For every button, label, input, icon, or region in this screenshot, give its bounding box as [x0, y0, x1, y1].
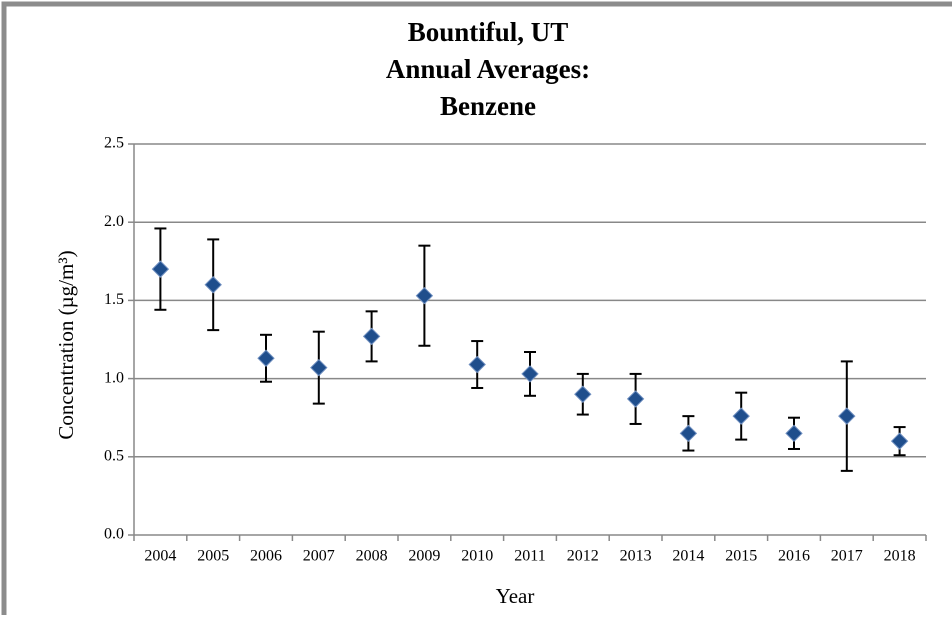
x-tick-label: 2014: [672, 548, 704, 565]
x-tick-label: 2007: [303, 548, 335, 565]
marker: [468, 355, 486, 374]
marker: [204, 276, 222, 294]
y-tick-label: 0.0: [104, 526, 124, 543]
x-axis-label: Year: [496, 584, 535, 608]
x-tick-label: 2011: [514, 548, 545, 565]
chart-title: Bountiful, UT: [408, 17, 569, 47]
x-tick-label: 2015: [725, 548, 757, 565]
marker: [151, 260, 170, 278]
x-tick-label: 2008: [356, 548, 388, 565]
x-tick-label: 2013: [620, 548, 652, 565]
y-tick-label: 2.5: [104, 135, 124, 152]
y-tick-label: 1.0: [104, 369, 124, 386]
marker: [574, 385, 592, 403]
y-tick-label: 2.0: [104, 213, 124, 230]
marker: [415, 287, 434, 305]
marker: [679, 424, 698, 443]
x-tick-label: 2010: [461, 548, 493, 565]
x-tick-label: 2012: [567, 548, 599, 565]
marker: [310, 358, 328, 377]
marker: [890, 432, 909, 450]
x-tick-label: 2009: [408, 548, 440, 565]
x-tick-label: 2016: [778, 548, 810, 565]
x-tick-label: 2018: [884, 548, 916, 565]
x-tick-label: 2017: [831, 548, 863, 565]
marker: [362, 327, 381, 346]
x-tick-label: 2005: [197, 548, 229, 565]
y-tick-label: 1.5: [104, 291, 124, 308]
marker: [626, 390, 645, 408]
x-tick-label: 2004: [144, 548, 176, 565]
x-tick-label: 2006: [250, 548, 282, 565]
marker: [257, 349, 275, 367]
marker: [838, 407, 856, 425]
marker: [521, 365, 539, 383]
marker: [785, 424, 803, 443]
marker: [732, 407, 750, 425]
chart-title: Annual Averages:: [386, 54, 590, 84]
chart-title: Benzene: [440, 91, 536, 121]
y-axis-label: Concentration (µg/m³): [54, 250, 78, 439]
y-tick-label: 0.5: [104, 447, 124, 464]
